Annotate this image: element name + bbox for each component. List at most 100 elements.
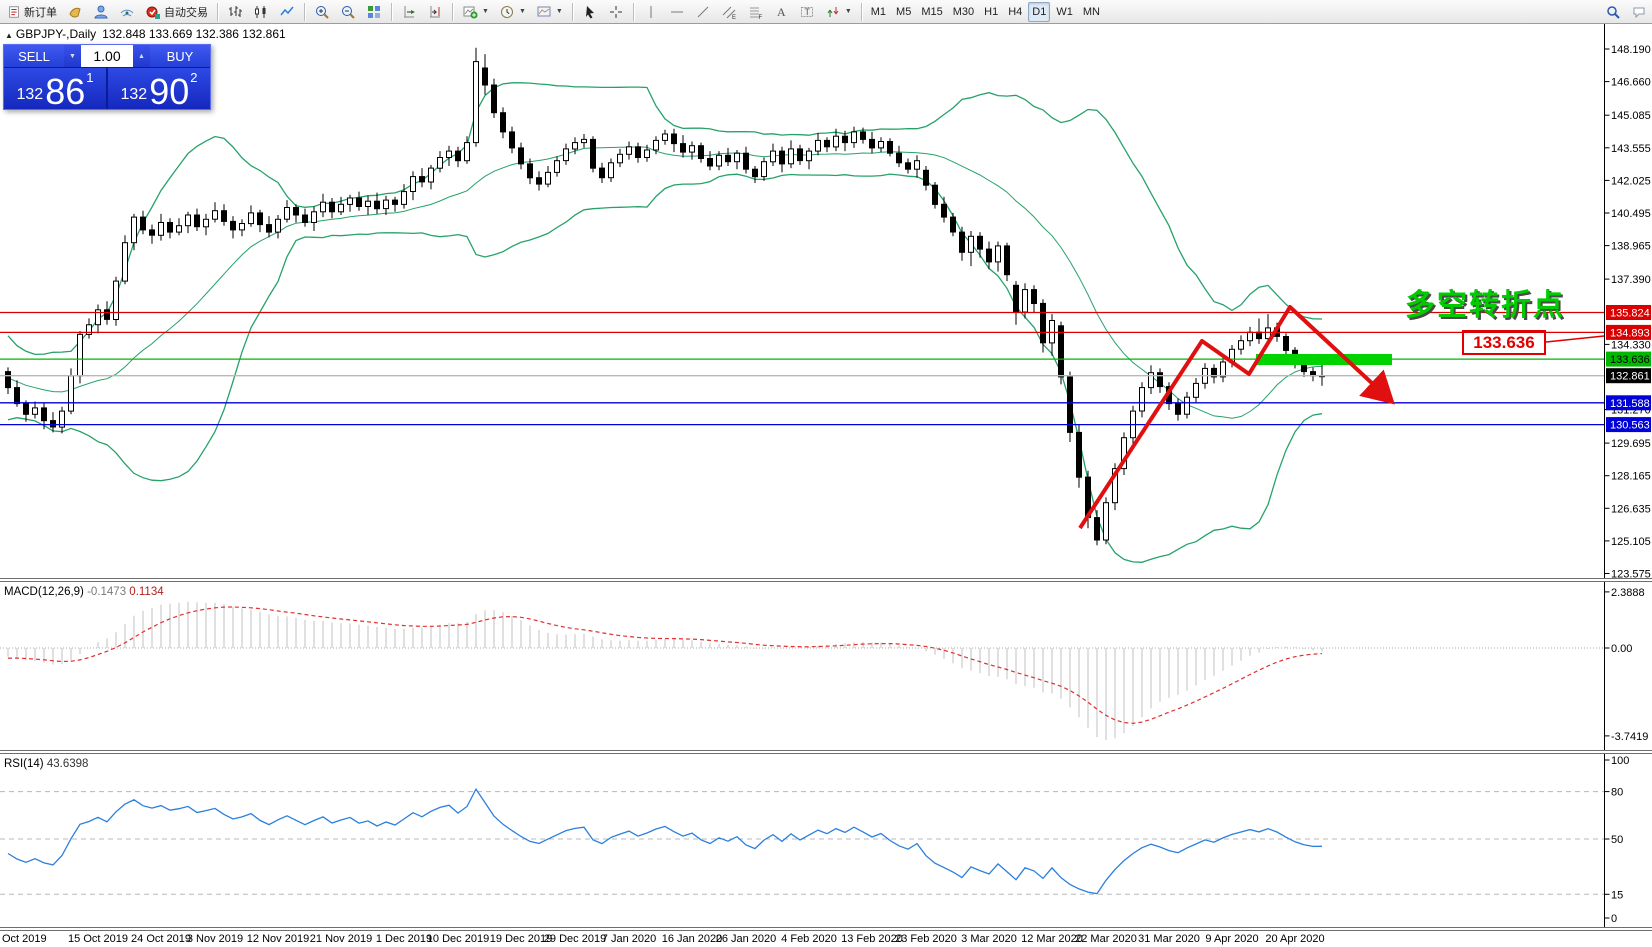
text-button[interactable]: A bbox=[769, 2, 793, 22]
candle-body bbox=[959, 231, 965, 253]
tf-m30-button-label: M30 bbox=[952, 5, 975, 18]
periods-button[interactable]: ▼ bbox=[495, 2, 530, 22]
auto-scroll-button[interactable] bbox=[397, 2, 421, 22]
person-icon bbox=[93, 4, 109, 20]
volume-input[interactable] bbox=[81, 45, 133, 67]
candle-body bbox=[1283, 336, 1289, 351]
tf-w1-button[interactable]: W1 bbox=[1052, 2, 1077, 22]
vertical-line-button[interactable] bbox=[639, 2, 663, 22]
candle-body bbox=[140, 216, 146, 231]
candle-body bbox=[14, 387, 20, 405]
pane-resize-handle[interactable] bbox=[0, 750, 1652, 754]
tile-windows-button[interactable] bbox=[362, 2, 386, 22]
candle-body bbox=[995, 245, 1001, 263]
candle-body bbox=[338, 203, 344, 213]
fibonacci-button[interactable]: F bbox=[743, 2, 767, 22]
trend-arrow[interactable] bbox=[1078, 305, 1395, 530]
arrows-button[interactable]: ▼ bbox=[821, 2, 856, 22]
cursor-icon bbox=[582, 4, 598, 20]
candle-body bbox=[527, 163, 533, 179]
buy-price-display[interactable]: 132 90 2 bbox=[108, 68, 210, 110]
price-tick-label: 140.495 bbox=[1611, 208, 1651, 220]
zoom-out-button[interactable] bbox=[336, 2, 360, 22]
buy-price-pipette: 2 bbox=[190, 70, 198, 85]
bar-chart-button[interactable] bbox=[223, 2, 247, 22]
turning-point-annotation[interactable]: 多空转折点 bbox=[1405, 289, 1565, 322]
sell-button[interactable]: SELL bbox=[4, 45, 64, 67]
candlestick-chart-button[interactable] bbox=[249, 2, 273, 22]
volume-increase-button[interactable]: ▲ bbox=[133, 45, 150, 67]
zoom-in-button[interactable] bbox=[310, 2, 334, 22]
channel-icon: E bbox=[721, 4, 737, 20]
tf-m30-button[interactable]: M30 bbox=[949, 2, 978, 22]
candle-body bbox=[1103, 502, 1109, 541]
tf-m1-button-label: M1 bbox=[870, 5, 887, 18]
search-button[interactable] bbox=[1601, 2, 1625, 22]
sell-price-display[interactable]: 132 86 1 bbox=[4, 68, 106, 110]
date-tick-label: 24 Oct 2019 bbox=[131, 933, 191, 945]
chat-button[interactable] bbox=[1627, 2, 1651, 22]
cursor-button[interactable] bbox=[578, 2, 602, 22]
crosshair-button[interactable] bbox=[604, 2, 628, 22]
hand-tool-button[interactable] bbox=[63, 2, 87, 22]
tf-m5-button[interactable]: M5 bbox=[892, 2, 915, 22]
candle-body bbox=[725, 154, 731, 163]
new-order-button[interactable]: 新订单 bbox=[3, 2, 61, 22]
candle-body bbox=[1265, 327, 1271, 340]
trendline-button[interactable] bbox=[691, 2, 715, 22]
sell-price-pipette: 1 bbox=[86, 70, 94, 85]
tf-m15-button[interactable]: M15 bbox=[917, 2, 946, 22]
volume-decrease-button[interactable]: ▼ bbox=[64, 45, 81, 67]
macd-signal-line bbox=[8, 606, 1323, 724]
collapse-icon[interactable]: ▲ bbox=[5, 31, 13, 40]
price-tick-label: 145.085 bbox=[1611, 110, 1651, 122]
community-button[interactable] bbox=[89, 2, 113, 22]
tf-mn-button[interactable]: MN bbox=[1079, 2, 1104, 22]
rsi-label: RSI(14) 43.6398 bbox=[4, 758, 88, 770]
candle-body bbox=[833, 135, 839, 148]
candle-body bbox=[311, 211, 317, 224]
new-order-button-label: 新订单 bbox=[24, 6, 57, 19]
candle-body bbox=[635, 146, 641, 159]
pane-resize-handle[interactable] bbox=[0, 927, 1652, 931]
macd-pane[interactable]: 2.3888 0.00 -3.7419 MACD(12,26,9) -0.1473 0… bbox=[0, 582, 1652, 750]
rsi-pane[interactable]: 100 80 50 15 0 RSI(14) 43.6398 bbox=[0, 754, 1652, 927]
candle-body bbox=[41, 407, 47, 422]
date-tick-label: 10 Dec 2019 bbox=[426, 933, 490, 945]
candle-body bbox=[1076, 431, 1082, 478]
text-label-button[interactable]: T bbox=[795, 2, 819, 22]
candle-body bbox=[1256, 331, 1262, 340]
candle-body bbox=[1013, 284, 1019, 313]
symbol-title: ▲ GBPJPY-,Daily 132.848 133.669 132.386 13… bbox=[5, 27, 286, 41]
support-zone-bar[interactable] bbox=[1256, 354, 1392, 365]
date-axis[interactable]: Oct 2019 15 Oct 2019 24 Oct 2019 3 Nov 2019… bbox=[0, 931, 1652, 947]
new-chart-button[interactable]: ▼ bbox=[458, 2, 493, 22]
line-chart-button[interactable] bbox=[275, 2, 299, 22]
candle-body bbox=[914, 160, 920, 170]
candle-body bbox=[221, 210, 227, 222]
main-chart-pane[interactable]: 148.190 146.660 145.085 143.555 142.025 140.4… bbox=[0, 24, 1652, 578]
price-label-annotation[interactable]: 133.636 bbox=[1462, 330, 1546, 355]
pane-resize-handle[interactable] bbox=[0, 578, 1652, 582]
toolbar-separator bbox=[391, 2, 392, 21]
candle-body bbox=[671, 133, 677, 145]
auto-trading-button[interactable]: 自动交易 bbox=[141, 2, 212, 22]
horizontal-line-button[interactable] bbox=[665, 2, 689, 22]
templates-button[interactable]: ▼ bbox=[532, 2, 567, 22]
tf-m15-button-label: M15 bbox=[921, 5, 943, 18]
date-tick-label: 13 Feb 2020 bbox=[841, 933, 903, 945]
buy-button[interactable]: BUY bbox=[150, 45, 210, 67]
candle-body bbox=[122, 242, 128, 282]
tf-h1-button[interactable]: H1 bbox=[980, 2, 1002, 22]
candle-body bbox=[806, 150, 812, 162]
tf-h4-button[interactable]: H4 bbox=[1004, 2, 1026, 22]
tf-m1-button[interactable]: M1 bbox=[867, 2, 890, 22]
equidistant-channel-button[interactable]: E bbox=[717, 2, 741, 22]
candle-body bbox=[374, 200, 380, 210]
candle-body bbox=[77, 333, 83, 377]
chart-shift-button[interactable] bbox=[423, 2, 447, 22]
tf-d1-button[interactable]: D1 bbox=[1028, 1, 1051, 22]
signals-button[interactable] bbox=[115, 2, 139, 22]
candle-body bbox=[5, 371, 11, 389]
